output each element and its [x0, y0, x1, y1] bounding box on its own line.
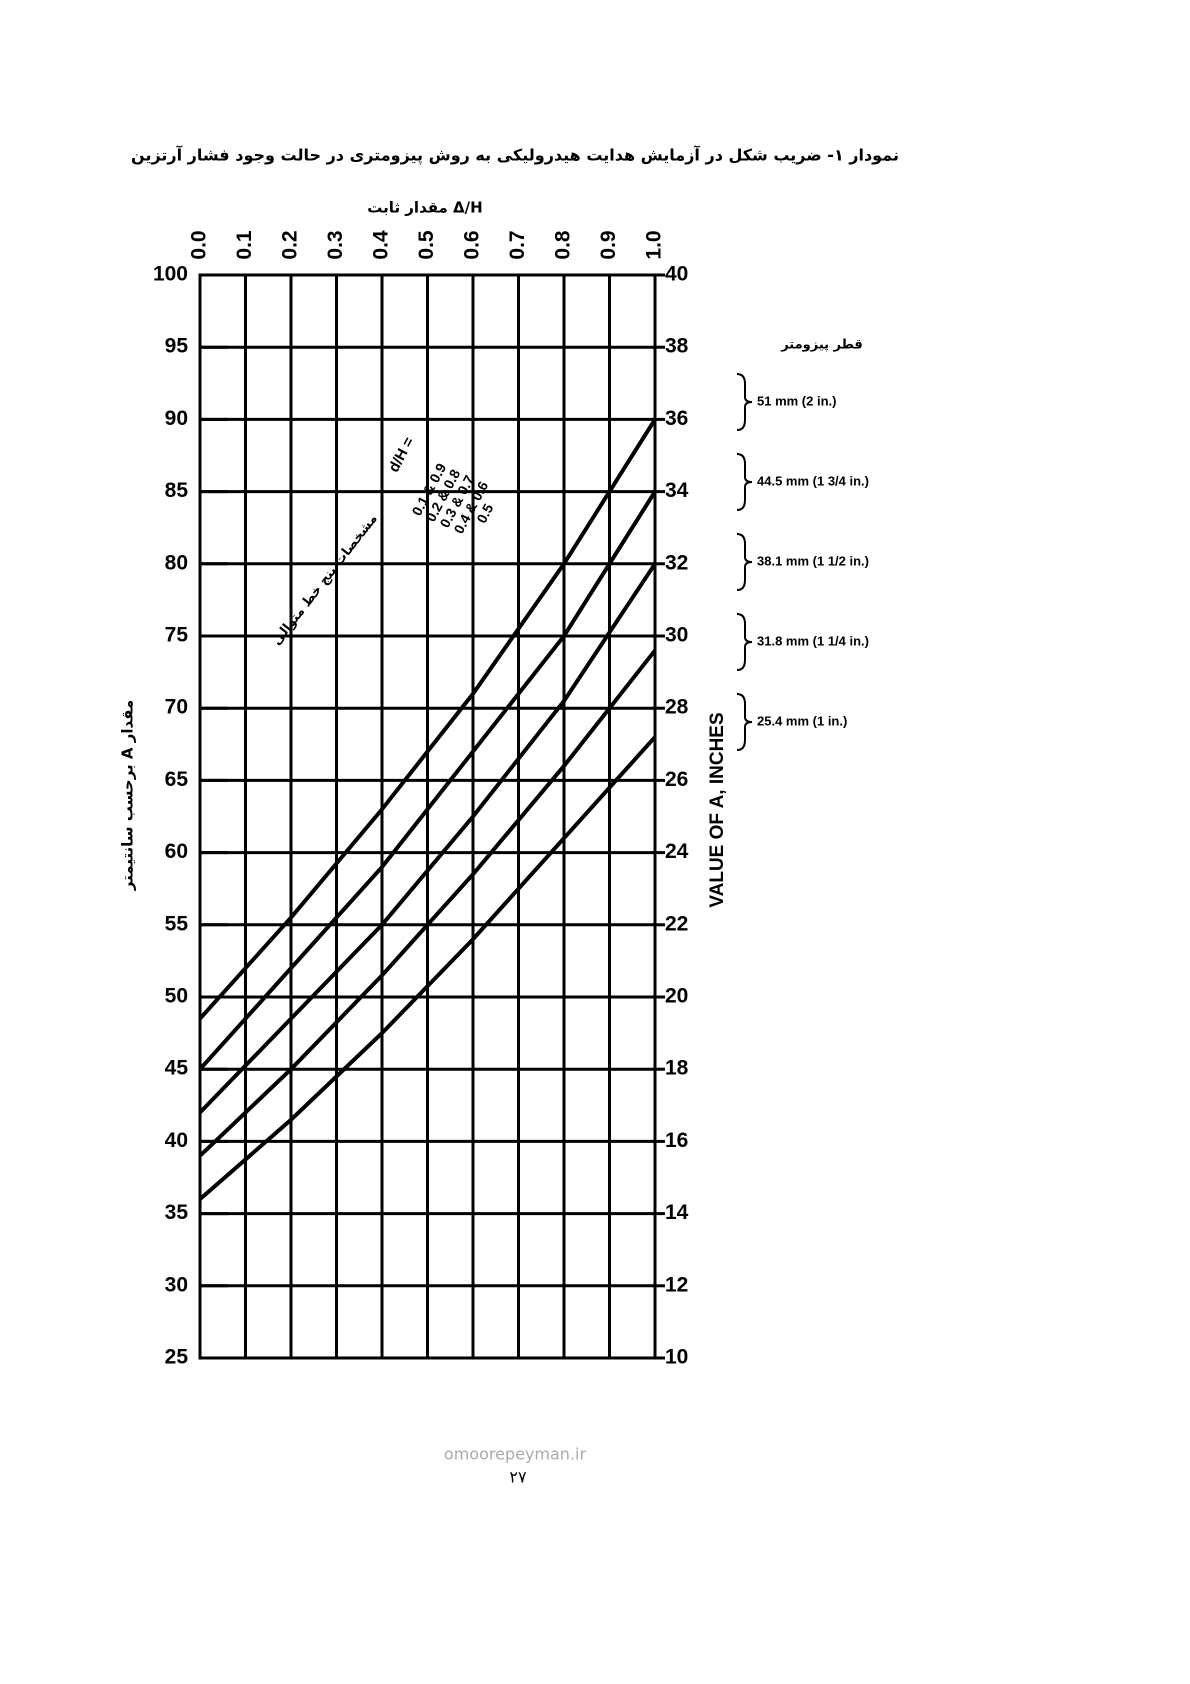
series-line [198, 649, 657, 1158]
y-tick-label: 80 [165, 551, 188, 574]
legend-entry: 44.5 mm (1 3/4 in.) [757, 473, 869, 488]
chart-title: نمودار ۱- ضریب شکل در آزمایش هدایت هیدرو… [131, 145, 899, 166]
y-tick-label: 30 [165, 1273, 188, 1296]
legend-brace [736, 693, 753, 751]
y-tick-label: 100 [153, 263, 188, 286]
series-line [198, 490, 657, 1071]
legend-entry: 51 mm (2 in.) [757, 393, 836, 408]
y-tick-label: 70 [165, 696, 188, 719]
y-tick-label: 60 [165, 840, 188, 863]
x-tick-label: 0.2 [279, 230, 302, 259]
x-tick-label: 0.8 [552, 230, 575, 260]
y2-axis-label: VALUE OF A, INCHES [707, 712, 728, 907]
x-tick-label: 1.0 [643, 230, 666, 259]
legend-entry: 25.4 mm (1 in.) [757, 713, 847, 728]
y2-tick-label: 30 [665, 624, 688, 647]
x-tick-label: 0.4 [370, 230, 393, 260]
y2-tick-label: 16 [665, 1129, 688, 1152]
x-tick-label: 0.9 [597, 230, 620, 259]
legend-brace [736, 453, 753, 511]
y2-tick-label: 26 [665, 768, 688, 791]
y2-tick-label: 18 [665, 1057, 689, 1080]
y-tick-label: 40 [165, 1129, 188, 1152]
y-axis-label: مقدار A برحسب سانتیمتر [119, 700, 137, 892]
y2-tick-label: 28 [665, 696, 689, 719]
y-tick-label: 35 [165, 1201, 189, 1224]
series-line [198, 735, 657, 1201]
x-axis-label: مقدار ثابت Δ/H [367, 199, 482, 217]
y-tick-label: 90 [165, 407, 188, 430]
y2-tick-label: 14 [665, 1201, 689, 1224]
y2-tick-label: 36 [665, 407, 688, 430]
y-tick-label: 95 [165, 335, 189, 358]
y2-tick-label: 12 [665, 1273, 688, 1296]
x-tick-label: 0.0 [188, 230, 211, 259]
plot-frame [198, 273, 657, 1360]
y2-tick-label: 10 [665, 1346, 688, 1369]
x-tick-label: 0.1 [233, 230, 256, 260]
legend-brace [736, 373, 753, 431]
legend-brace [736, 613, 753, 671]
y-tick-label: 50 [165, 985, 188, 1008]
y2-tick-label: 38 [665, 335, 689, 358]
x-tick-label: 0.3 [324, 230, 347, 259]
y-tick-label: 85 [165, 479, 189, 502]
series-line [198, 418, 657, 1020]
y2-tick-label: 32 [665, 551, 688, 574]
legend-entry: 31.8 mm (1 1/4 in.) [757, 633, 869, 648]
y2-tick-label: 22 [665, 912, 688, 935]
y-tick-label: 45 [165, 1057, 189, 1080]
y-tick-label: 25 [165, 1346, 189, 1369]
legend-entry: 38.1 mm (1 1/2 in.) [757, 553, 869, 568]
y2-tick-label: 24 [665, 840, 689, 863]
y2-tick-label: 20 [665, 985, 688, 1008]
x-tick-label: 0.5 [415, 230, 438, 260]
legend-brace [736, 533, 753, 591]
y-tick-label: 55 [165, 912, 189, 935]
legend-title: قطر پیزومتر [780, 338, 863, 353]
y-tick-label: 65 [165, 768, 189, 791]
series-line [198, 562, 657, 1114]
y-tick-label: 75 [165, 624, 189, 647]
y2-tick-label: 40 [665, 263, 688, 286]
watermark: omoorepeyman.ir [444, 1445, 587, 1464]
page-number: ۲۷ [509, 1468, 527, 1487]
x-tick-label: 0.7 [506, 230, 529, 259]
y2-tick-label: 34 [665, 479, 689, 502]
x-tick-label: 0.6 [461, 230, 484, 259]
